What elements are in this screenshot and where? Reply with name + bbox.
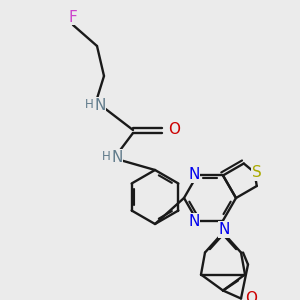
Text: N: N: [218, 222, 230, 237]
Text: H: H: [85, 98, 93, 110]
Text: N: N: [188, 167, 200, 182]
Text: O: O: [168, 122, 180, 137]
Text: H: H: [102, 149, 110, 163]
Text: F: F: [69, 10, 77, 25]
Text: N: N: [94, 98, 106, 112]
Text: N: N: [188, 214, 200, 229]
Text: N: N: [111, 149, 123, 164]
Text: S: S: [252, 165, 261, 180]
Text: O: O: [245, 291, 257, 300]
